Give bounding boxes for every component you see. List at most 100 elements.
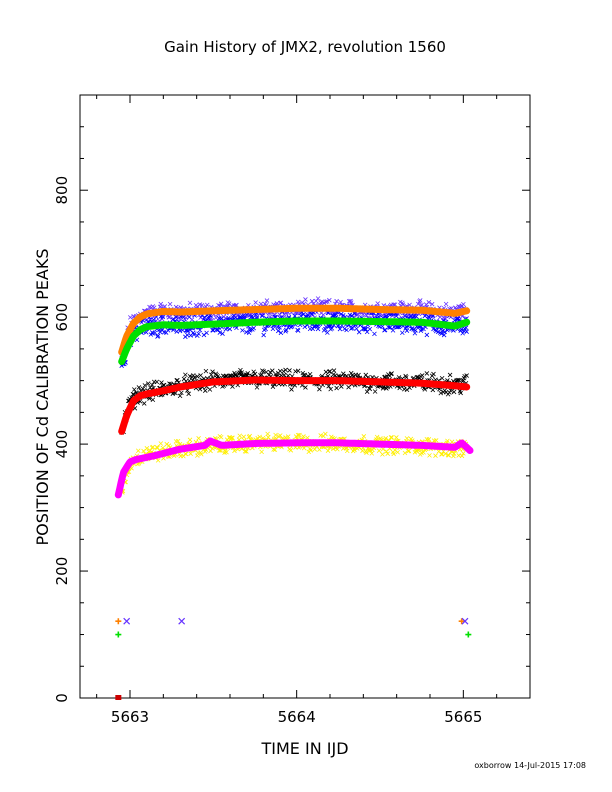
scatter-point bbox=[325, 448, 331, 453]
scatter-point bbox=[301, 434, 306, 439]
scatter-point bbox=[151, 305, 157, 310]
scatter-point bbox=[361, 434, 367, 439]
scatter-point bbox=[216, 316, 222, 321]
scatter-point bbox=[167, 381, 172, 386]
scatter-point bbox=[285, 434, 291, 439]
scatter-point bbox=[386, 324, 391, 330]
plot-frame bbox=[79, 94, 531, 699]
scatter-point bbox=[288, 324, 294, 330]
scatter-point bbox=[302, 324, 308, 330]
scatter-point bbox=[275, 328, 281, 334]
chart-title: Gain History of JMX2, revolution 1560 bbox=[164, 38, 446, 56]
scatter-point bbox=[187, 314, 192, 320]
scatter-point bbox=[363, 327, 369, 332]
scatter-point bbox=[400, 330, 405, 336]
scatter-point bbox=[149, 382, 155, 388]
series-5 bbox=[118, 376, 471, 435]
scatter-point bbox=[328, 386, 333, 392]
scatter-point bbox=[334, 298, 339, 304]
scatter-point bbox=[155, 458, 161, 463]
y-tick-label: 800 bbox=[53, 176, 71, 205]
plus-point bbox=[115, 618, 122, 625]
scatter-point bbox=[439, 331, 444, 336]
scatter-point bbox=[451, 451, 457, 456]
scatter-point bbox=[244, 449, 249, 454]
scatter-point bbox=[197, 386, 203, 392]
scatter-point bbox=[427, 453, 432, 458]
scatter-point bbox=[429, 301, 435, 307]
scatter-point bbox=[289, 387, 294, 392]
scatter-point bbox=[283, 329, 288, 334]
scatter-point bbox=[259, 449, 264, 455]
series-line bbox=[118, 304, 471, 356]
scatter-point bbox=[404, 328, 410, 333]
scatter-point bbox=[188, 451, 193, 456]
scatter-point bbox=[422, 387, 428, 392]
scatter-point bbox=[421, 450, 426, 455]
scatter-point bbox=[204, 302, 210, 308]
scatter-point bbox=[337, 326, 343, 332]
scatter-point bbox=[433, 438, 439, 443]
scatter-point bbox=[270, 326, 276, 332]
scatter-point bbox=[448, 388, 454, 393]
scatter-point bbox=[305, 435, 310, 441]
scatter-point bbox=[278, 300, 284, 306]
series-line bbox=[118, 317, 471, 366]
scatter-point bbox=[204, 330, 209, 336]
scatter-point bbox=[426, 300, 432, 305]
scatter-point bbox=[207, 387, 213, 392]
scatter-point bbox=[248, 327, 253, 332]
scatter-point bbox=[323, 299, 329, 305]
scatter-point bbox=[457, 377, 462, 383]
scatter-point bbox=[424, 437, 430, 442]
scatter-point bbox=[380, 386, 386, 391]
scatter-point bbox=[230, 435, 235, 441]
scatter-point bbox=[331, 368, 337, 373]
x-tick-label: 5664 bbox=[278, 708, 316, 726]
scatter-point bbox=[266, 372, 272, 378]
scatter-point bbox=[136, 385, 142, 390]
scatter-point bbox=[145, 381, 151, 386]
scatter-point bbox=[199, 303, 205, 308]
scatter-point bbox=[141, 401, 147, 406]
scatter-point bbox=[213, 371, 219, 377]
scatter-point bbox=[367, 326, 373, 332]
scatter-point bbox=[402, 450, 408, 456]
scatter-point bbox=[158, 301, 164, 307]
scatter-point bbox=[152, 330, 158, 336]
scatter-point bbox=[308, 448, 314, 453]
scatter-point bbox=[265, 431, 270, 437]
data-marks bbox=[114, 296, 474, 700]
scatter-point bbox=[173, 314, 179, 320]
scatter-point bbox=[298, 313, 304, 319]
scatter-point bbox=[338, 299, 343, 305]
scatter-point bbox=[394, 313, 399, 319]
scatter-point bbox=[155, 333, 161, 338]
scatter-point bbox=[191, 373, 196, 378]
scatter-point bbox=[329, 326, 335, 331]
scatter-point bbox=[340, 446, 346, 451]
plus-point bbox=[115, 631, 122, 638]
scatter-point bbox=[196, 331, 201, 337]
x-tick-label: 5663 bbox=[111, 708, 149, 726]
scatter-point bbox=[278, 330, 284, 336]
scatter-point bbox=[162, 304, 168, 309]
scatter-point bbox=[407, 302, 412, 308]
plus-point bbox=[458, 618, 465, 625]
scatter-point bbox=[445, 438, 450, 444]
scatter-point bbox=[461, 451, 466, 456]
scatter-point bbox=[251, 325, 256, 331]
scatter-point bbox=[218, 301, 224, 307]
scatter-point bbox=[447, 372, 453, 378]
scatter-point bbox=[201, 332, 207, 338]
scatter-point bbox=[177, 393, 183, 399]
scatter-point bbox=[443, 301, 449, 307]
scatter-point bbox=[461, 301, 466, 307]
scatter-point bbox=[407, 385, 412, 391]
scatter-point bbox=[142, 383, 148, 388]
scatter-point bbox=[458, 390, 463, 396]
scatter-point bbox=[197, 327, 203, 333]
scatter-point bbox=[419, 373, 425, 378]
y-tick-label: 0 bbox=[53, 693, 71, 703]
scatter-point bbox=[464, 373, 469, 378]
